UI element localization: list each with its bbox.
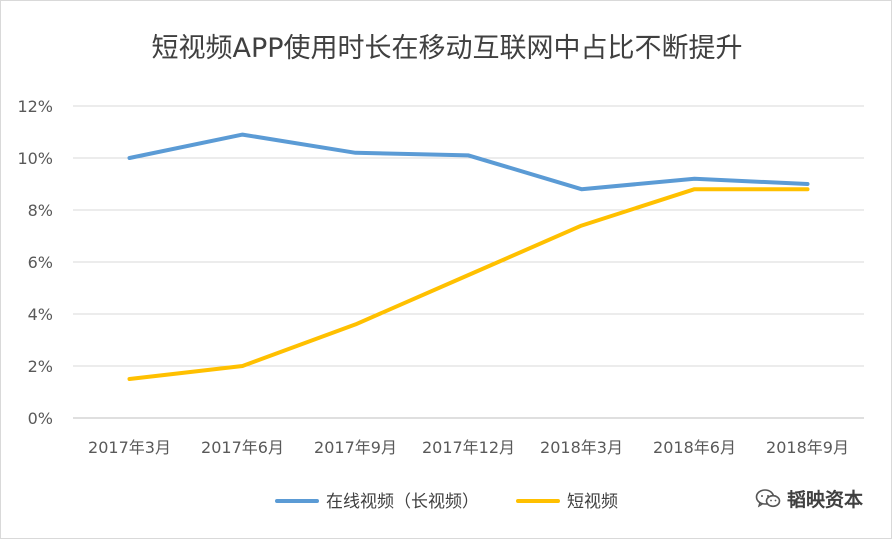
x-tick-label: 2017年9月 (314, 438, 397, 457)
y-tick-label: 8% (28, 201, 53, 220)
y-tick-label: 0% (28, 409, 53, 428)
y-tick-label: 2% (28, 357, 53, 376)
y-tick-label: 12% (17, 97, 53, 116)
x-tick-label: 2018年9月 (766, 438, 849, 457)
series-line-1 (127, 187, 810, 381)
x-tick-label: 2017年3月 (88, 438, 171, 457)
y-tick-label: 6% (28, 253, 53, 272)
legend-label: 在线视频（长视频） (326, 492, 479, 512)
x-tick-label: 2017年12月 (422, 438, 515, 457)
watermark-text: 韬映资本 (786, 489, 863, 511)
series-line-0 (127, 132, 810, 192)
y-tick-label: 4% (28, 305, 53, 324)
legend-label: 短视频 (567, 492, 618, 512)
y-tick-label: 10% (17, 149, 53, 168)
watermark: 韬映资本 (755, 485, 863, 512)
x-tick-label: 2018年3月 (540, 438, 623, 457)
x-tick-label: 2018年6月 (653, 438, 736, 457)
wechat-icon (755, 488, 781, 508)
chart-title: 短视频APP使用时长在移动互联网中占比不断提升 (151, 33, 742, 64)
x-tick-label: 2017年6月 (201, 438, 284, 457)
